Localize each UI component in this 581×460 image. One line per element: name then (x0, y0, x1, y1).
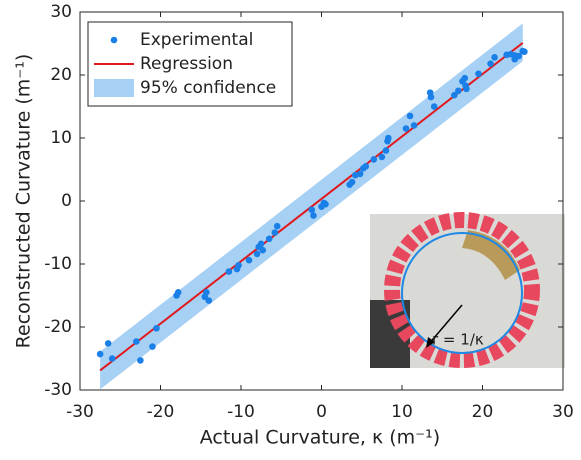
data-point (463, 85, 470, 93)
y-tick-label: 0 (61, 191, 72, 211)
y-tick-label: 30 (50, 2, 72, 22)
data-point (225, 268, 233, 275)
data-point (455, 87, 462, 95)
data-point (245, 256, 253, 264)
data-point (378, 153, 386, 161)
x-tick-label: -30 (66, 402, 94, 422)
data-point (273, 222, 281, 230)
data-point (410, 122, 418, 129)
data-point (104, 340, 112, 347)
data-point (430, 103, 438, 110)
y-tick-label: -10 (44, 254, 72, 274)
data-point (265, 235, 273, 243)
x-tick-label: -20 (147, 402, 175, 422)
data-point (402, 125, 410, 132)
x-tick-label: 10 (391, 402, 413, 422)
y-tick-label: 20 (50, 65, 72, 85)
data-point (153, 324, 160, 332)
data-point (257, 240, 265, 248)
data-point (475, 70, 482, 78)
data-point (133, 338, 140, 345)
data-point (205, 297, 213, 304)
inset-photo: r = 1/κ (370, 212, 565, 368)
y-tick-label: -30 (44, 380, 72, 400)
data-point (515, 52, 523, 60)
data-point (308, 206, 316, 214)
inset-arrowhead (426, 337, 435, 348)
data-point (203, 289, 210, 296)
data-point (491, 54, 498, 61)
data-point (322, 200, 329, 208)
y-tick-label: 10 (50, 128, 72, 148)
data-point (356, 170, 364, 178)
data-point (362, 163, 370, 170)
legend-label: Experimental (140, 30, 253, 50)
x-tick-label: 0 (316, 402, 327, 422)
x-tick-label: 20 (472, 402, 494, 422)
data-point (348, 178, 356, 186)
data-point (235, 261, 242, 269)
data-point (370, 156, 378, 163)
data-point (451, 91, 458, 99)
x-axis-label: Actual Curvature, κ (m⁻¹) (200, 427, 440, 449)
data-point (521, 48, 528, 55)
x-tick-label: -10 (227, 402, 255, 422)
data-point (96, 350, 104, 358)
data-point (461, 74, 469, 82)
inset-ring (384, 212, 540, 368)
data-point (271, 229, 279, 236)
inset-circle (401, 232, 523, 354)
data-point (382, 147, 390, 154)
y-axis-label: Reconstructed Curvature (m⁻¹) (13, 54, 35, 349)
data-point (253, 250, 261, 258)
data-point (149, 343, 156, 350)
data-point (259, 246, 267, 254)
data-point (108, 355, 116, 362)
legend-label: 95% confidence (140, 78, 276, 98)
data-point (174, 289, 182, 296)
x-tick-label: 30 (552, 402, 574, 422)
data-point (406, 112, 414, 120)
data-point (310, 212, 317, 219)
legend-marker (110, 36, 118, 44)
inset-label: r = 1/κ (432, 331, 484, 349)
data-point (137, 357, 144, 364)
legend-label: Regression (140, 54, 233, 74)
inset-arrow (427, 304, 463, 346)
legend-marker (94, 79, 134, 97)
inset-strip (462, 230, 520, 280)
data-point (385, 134, 392, 142)
y-tick-label: -20 (44, 317, 72, 337)
data-point (427, 93, 435, 101)
data-point (487, 60, 494, 67)
